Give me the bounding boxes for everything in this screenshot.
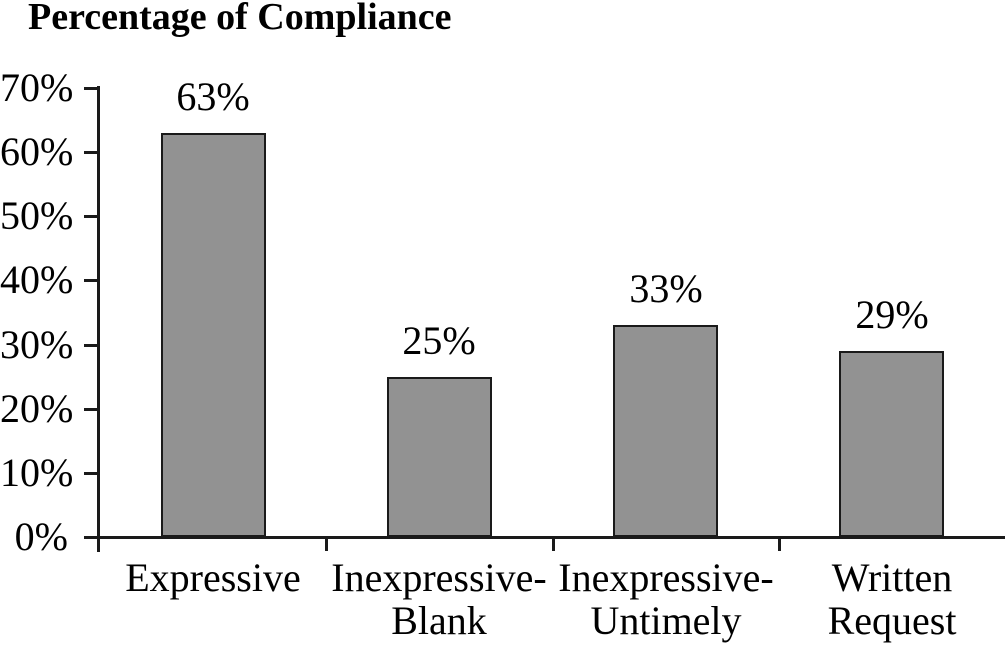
y-axis-line [97,86,100,552]
y-tick [84,279,97,283]
bar [839,351,944,537]
y-tick-label: 60% [0,129,74,175]
y-tick-label: 20% [0,385,74,431]
y-tick [84,536,97,539]
x-tick [551,538,555,551]
x-axis-line [97,536,1005,539]
category-label: Expressive [125,555,301,600]
y-tick-label: 30% [0,321,74,367]
bar [387,377,492,537]
y-tick-label: 40% [0,257,74,303]
y-tick-label: 0% [14,514,68,559]
y-tick [84,343,97,347]
x-tick [325,538,329,551]
bar [161,133,266,537]
y-tick [84,407,97,411]
bar-value-label: 33% [629,266,703,311]
y-tick [84,87,97,90]
category-label: Inexpressive- Untimely [558,555,774,643]
y-tick-label: 50% [0,193,74,239]
category-label: Inexpressive- Blank [331,555,547,643]
y-tick [84,215,97,219]
x-tick [777,538,781,551]
bar-value-label: 29% [855,292,929,337]
bar [613,325,718,537]
y-tick-label: 10% [0,449,74,495]
bar-value-label: 63% [176,74,250,119]
y-tick [84,471,97,475]
bar-value-label: 25% [402,318,476,363]
y-tick [84,151,97,155]
y-tick-label: 70% [0,65,74,110]
category-label: Written Request [827,555,957,643]
chart-title: Percentage of Compliance [28,0,452,38]
